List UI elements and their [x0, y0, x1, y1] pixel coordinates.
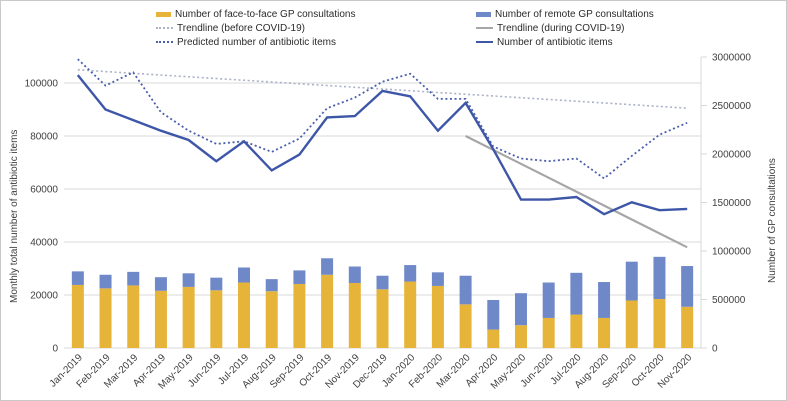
legend-label: Trendline (during COVID-19): [497, 22, 625, 34]
bar-face-to-face: [598, 317, 611, 348]
bar-face-to-face: [154, 290, 167, 348]
bar-remote: [321, 258, 334, 275]
legend-swatch-line: [476, 27, 493, 29]
legend-swatch-line: [476, 41, 493, 43]
bar-remote: [681, 266, 694, 307]
y-left-tick-label: 80000: [30, 132, 58, 143]
trendline-before-covid: [77, 69, 688, 109]
y-right-tick-label: 1000000: [712, 247, 751, 258]
y-right-tick-label: 0: [712, 344, 718, 355]
bar-remote: [71, 271, 84, 285]
bar-face-to-face: [681, 306, 694, 348]
bar-remote: [154, 277, 167, 291]
bar-face-to-face: [404, 281, 417, 348]
y-left-tick-label: 0: [52, 344, 58, 355]
bar-remote: [265, 279, 278, 292]
y-right-tick-label: 3000000: [712, 53, 751, 64]
bar-face-to-face: [514, 325, 527, 348]
bar-face-to-face: [376, 289, 389, 348]
bar-remote: [238, 267, 251, 283]
remote-bars: [71, 256, 694, 330]
bar-face-to-face: [321, 274, 334, 348]
bar-face-to-face: [431, 285, 444, 348]
bar-face-to-face: [348, 283, 361, 348]
face-to-face-bars: [71, 274, 694, 348]
y-left-tick-label: 60000: [30, 185, 58, 196]
legend-swatch-bar: [156, 11, 171, 17]
legend-item: Predicted number of antibiotic items: [156, 35, 355, 49]
bar-face-to-face: [71, 284, 84, 348]
legend-column-left: Number of face-to-face GP consultations T…: [156, 7, 355, 49]
bar-remote: [182, 273, 195, 287]
bar-face-to-face: [542, 317, 555, 348]
legend-item: Number of face-to-face GP consultations: [156, 7, 355, 21]
bar-face-to-face: [459, 304, 472, 348]
left-axis-title: Monthly total number of antibiotic items: [9, 129, 20, 303]
y-right-tick-label: 2000000: [712, 150, 751, 161]
legend-swatch-bar: [476, 11, 491, 17]
bar-remote: [598, 282, 611, 318]
bar-remote: [542, 282, 555, 318]
legend-item: Trendline (during COVID-19): [476, 21, 654, 35]
legend-label: Number of face-to-face GP consultations: [175, 8, 356, 20]
bar-face-to-face: [238, 282, 251, 348]
bar-remote: [293, 270, 306, 284]
antibiotic-items-line: [76, 74, 688, 216]
bar-face-to-face: [487, 329, 500, 348]
legend-column-right: Number of remote GP consultations Trendli…: [476, 7, 654, 49]
right-axis-title: Number of GP consultations: [767, 158, 778, 284]
bar-remote: [653, 256, 666, 300]
bar-remote: [570, 272, 583, 315]
legend-label: Number of remote GP consultations: [495, 8, 654, 20]
y-right-tick-label: 500000: [712, 295, 746, 306]
bar-face-to-face: [653, 299, 666, 348]
legend-label: Predicted number of antibiotic items: [177, 36, 336, 48]
bar-remote: [431, 272, 444, 286]
bar-face-to-face: [210, 290, 223, 348]
bar-face-to-face: [265, 291, 278, 348]
y-left-tick-label: 20000: [30, 291, 58, 302]
y-left-tick-label: 40000: [30, 238, 58, 249]
bar-remote: [99, 274, 112, 289]
predicted-antibiotic-items-line: [77, 58, 688, 180]
bar-remote: [514, 293, 527, 326]
bar-face-to-face: [99, 288, 112, 348]
bar-remote: [459, 275, 472, 305]
bar-face-to-face: [570, 314, 583, 348]
y-right-tick-label: 1500000: [712, 198, 751, 209]
bar-face-to-face: [293, 283, 306, 348]
bar-remote: [348, 266, 361, 284]
bar-face-to-face: [182, 286, 195, 348]
bar-remote: [625, 261, 638, 301]
bar-remote: [487, 299, 500, 330]
trendline-during-covid: [465, 135, 688, 249]
y-left-tick-label: 100000: [25, 79, 59, 90]
bar-remote: [210, 277, 223, 291]
legend-swatch-dotted: [156, 41, 173, 43]
bar-face-to-face: [127, 285, 140, 348]
bar-remote: [404, 265, 417, 282]
bar-face-to-face: [625, 300, 638, 348]
legend-label: Trendline (before COVID-19): [177, 22, 306, 34]
legend-item: Trendline (before COVID-19): [156, 21, 355, 35]
bar-remote: [376, 275, 389, 290]
bar-remote: [127, 271, 140, 286]
legend-item: Number of antibiotic items: [476, 35, 654, 49]
legend-label: Number of antibiotic items: [497, 36, 613, 48]
legend-swatch-dotted: [156, 27, 173, 29]
legend-item: Number of remote GP consultations: [476, 7, 654, 21]
y-right-tick-label: 2500000: [712, 101, 751, 112]
